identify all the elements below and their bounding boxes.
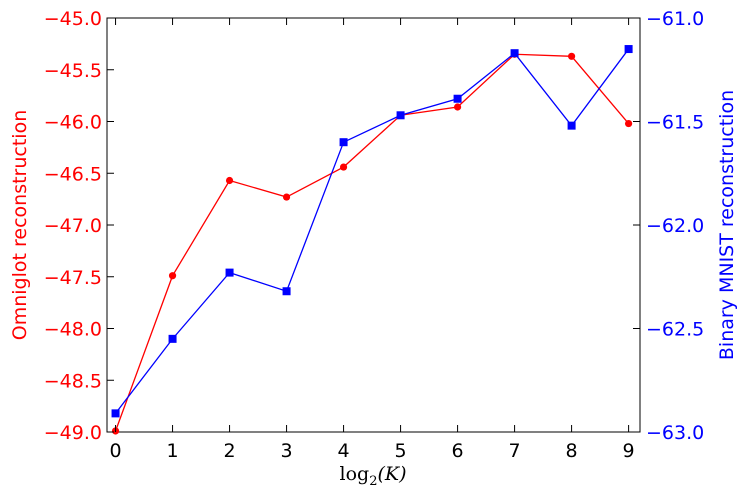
y-left-tick-label: −48.0 <box>44 319 102 341</box>
y-right-tick-label: −61.5 <box>646 112 704 134</box>
mnist-series-line <box>115 48 630 414</box>
y-axis-right-label: Binary MNIST reconstruction <box>716 90 738 360</box>
ticks-layer: −45.0 −45.5 −46.0 −46.5 −47.0 −47.5 −48.0 −48.5… <box>44 8 704 462</box>
mnist-data-point <box>282 287 291 296</box>
x-axis-label: log2(K) <box>340 463 407 489</box>
omniglot-data-point <box>339 163 348 171</box>
x-axis-label-subscript: 2 <box>369 474 377 489</box>
x-axis-label-func: log <box>340 463 370 485</box>
x-tick-label: 8 <box>566 440 578 462</box>
y-right-tick-label: −62.5 <box>646 319 704 341</box>
mnist-data-point <box>111 409 120 418</box>
omniglot-data-point <box>453 103 462 111</box>
mnist-data-point <box>567 121 576 130</box>
x-tick-label: 2 <box>224 440 236 462</box>
y-left-tick-label: −45.0 <box>44 8 102 30</box>
x-tick-label: 4 <box>338 440 350 462</box>
mnist-data-point <box>339 138 348 147</box>
mnist-data-point <box>624 45 633 54</box>
y-left-tick-label: −47.5 <box>44 267 102 289</box>
y-left-tick-label: −48.5 <box>44 370 102 392</box>
mnist-data-point <box>453 94 462 103</box>
x-tick-label: 7 <box>509 440 521 462</box>
y-left-tick-label: −45.5 <box>44 60 102 82</box>
omniglot-series-line <box>114 53 630 432</box>
omniglot-data-point <box>624 119 633 128</box>
y-right-tick-label: −63.0 <box>646 422 704 444</box>
y-right-tick-label: −62.0 <box>646 215 704 237</box>
x-tick-label: 1 <box>167 440 179 462</box>
x-tick-label: 9 <box>623 440 635 462</box>
mnist-data-point <box>396 111 405 120</box>
mnist-data-point <box>510 49 519 58</box>
mnist-data-point <box>225 268 234 277</box>
x-tick-label: 0 <box>110 440 122 462</box>
y-left-tick-label: −46.0 <box>44 112 102 134</box>
y-right-tick-label: −61.0 <box>646 8 704 30</box>
omniglot-data-point <box>168 272 177 280</box>
omniglot-data-point <box>282 193 291 201</box>
x-tick-label: 6 <box>452 440 464 462</box>
mnist-data-point <box>168 334 177 343</box>
y-left-tick-label: −49.0 <box>44 422 102 444</box>
y-left-tick-label: −47.0 <box>44 215 102 237</box>
omniglot-data-point <box>225 176 234 185</box>
omniglot-data-point <box>567 52 576 60</box>
y-axis-left-label: Omniglot reconstruction <box>9 110 31 340</box>
plot-area <box>106 17 641 433</box>
x-tick-label: 3 <box>281 440 293 462</box>
x-axis-label-arg: (K) <box>377 463 406 485</box>
y-left-tick-label: −46.5 <box>44 163 102 185</box>
x-tick-label: 5 <box>395 440 407 462</box>
series-layer <box>111 45 633 435</box>
